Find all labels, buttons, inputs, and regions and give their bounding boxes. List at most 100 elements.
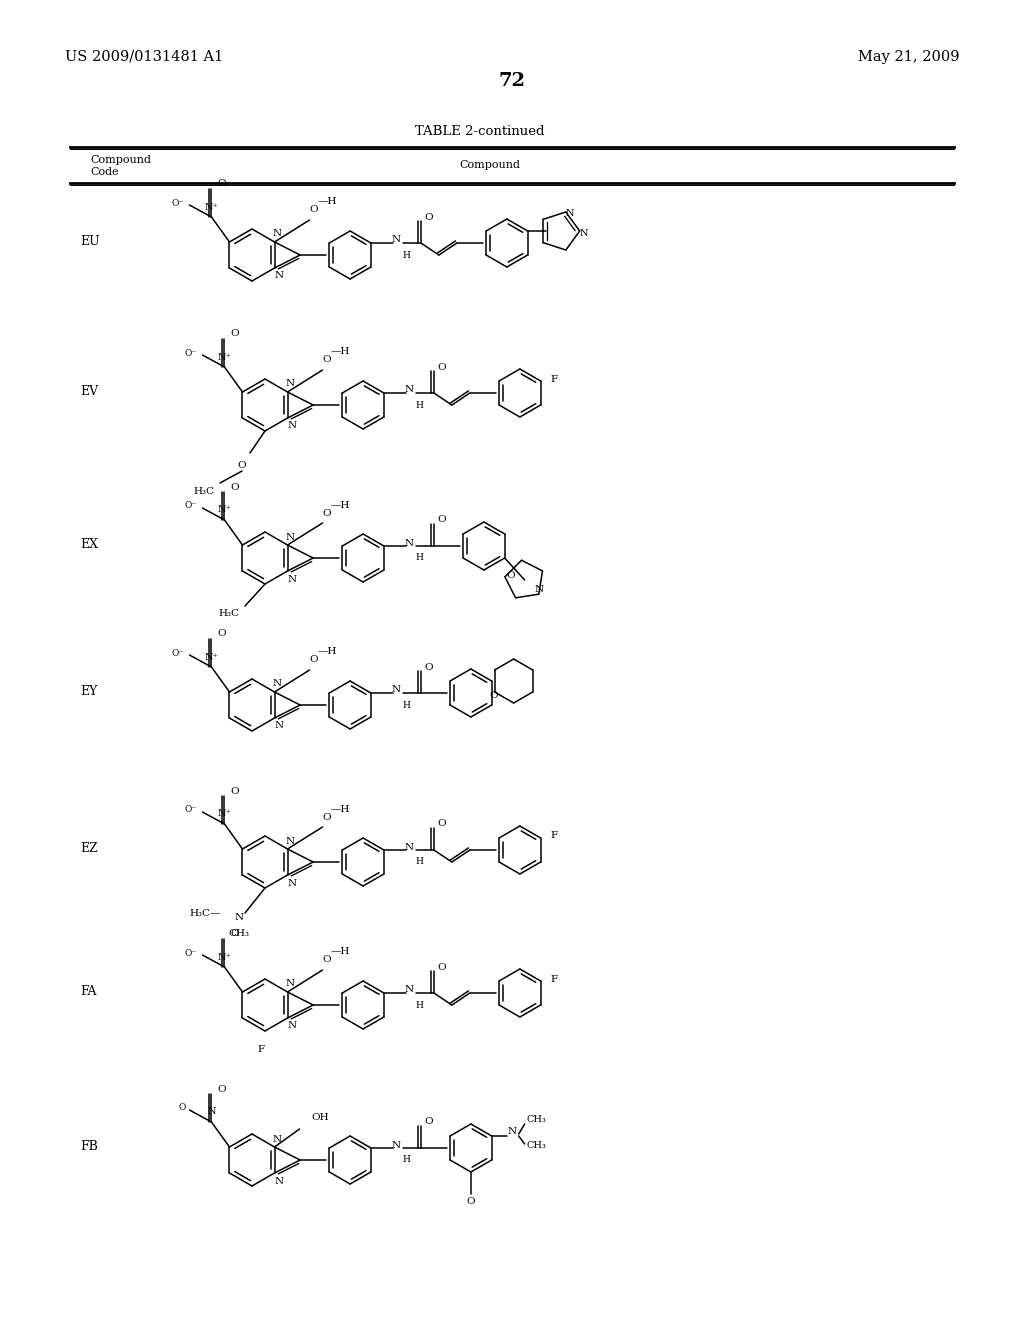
Text: O: O [425,663,433,672]
Text: O: O [437,516,446,524]
Text: N⁺: N⁺ [218,953,231,961]
Text: —H: —H [317,648,337,656]
Text: H₃C: H₃C [218,610,239,619]
Text: O: O [437,820,446,829]
Text: O: O [238,461,247,470]
Text: N: N [507,1127,516,1137]
Text: FA: FA [80,985,96,998]
Text: —H: —H [331,500,350,510]
Text: O: O [323,508,331,517]
Text: N: N [404,986,414,994]
Text: N: N [234,913,244,923]
Text: EY: EY [80,685,97,698]
Text: —H: —H [317,198,337,206]
Text: N⁺: N⁺ [218,809,231,818]
Text: EV: EV [80,385,98,399]
Text: N: N [288,574,297,583]
Text: EU: EU [80,235,99,248]
Text: EX: EX [80,539,98,550]
Text: CH₃: CH₃ [526,1115,547,1125]
Text: N: N [286,837,295,846]
Text: O: O [217,630,226,639]
Text: CH₃: CH₃ [526,1142,547,1151]
Text: Code: Code [90,168,119,177]
Text: N⁺: N⁺ [205,202,218,211]
Text: O: O [230,787,240,796]
Text: N: N [404,385,414,395]
Text: H: H [416,400,424,409]
Text: O: O [230,483,240,491]
Text: O: O [309,206,317,214]
Text: EZ: EZ [80,842,97,855]
Text: O: O [217,180,226,189]
Text: H₃C—: H₃C— [189,909,221,919]
Text: O: O [437,962,446,972]
Text: N⁺: N⁺ [205,652,218,661]
Text: —H: —H [331,347,350,356]
Text: FB: FB [80,1140,98,1152]
Text: N: N [391,685,400,694]
Text: May 21, 2009: May 21, 2009 [857,50,959,63]
Text: N: N [288,421,297,430]
Text: N: N [580,228,588,238]
Text: O: O [230,929,240,939]
Text: N: N [286,532,295,541]
Text: CH₃: CH₃ [228,929,250,939]
Text: Compound: Compound [460,160,520,170]
Text: N: N [275,722,284,730]
Text: O: O [323,355,331,364]
Text: O⁻: O⁻ [184,949,197,957]
Text: N: N [275,1176,284,1185]
Text: 72: 72 [499,73,525,90]
Text: N: N [273,680,282,689]
Text: N⁺: N⁺ [218,352,231,362]
Text: N: N [391,1140,400,1150]
Text: O: O [230,330,240,338]
Text: N: N [391,235,400,244]
Text: F: F [257,1044,264,1053]
Text: O: O [506,572,515,581]
Text: O: O [309,656,317,664]
Text: N: N [273,1134,282,1143]
Text: H: H [403,251,411,260]
Text: F: F [551,832,558,841]
Text: H₃C: H₃C [193,487,214,495]
Text: N: N [286,979,295,989]
Text: N: N [288,879,297,887]
Text: N: N [565,210,573,219]
Text: H: H [416,553,424,562]
Text: O: O [437,363,446,371]
Text: O: O [217,1085,226,1093]
Text: O⁻: O⁻ [184,805,197,814]
Text: O: O [323,813,331,821]
Text: H: H [403,701,411,710]
Text: N: N [288,1022,297,1031]
Text: Compound: Compound [90,154,151,165]
Text: O: O [178,1104,185,1113]
Text: N: N [404,842,414,851]
Text: H: H [403,1155,411,1164]
Text: N⁺: N⁺ [218,506,231,515]
Text: O⁻: O⁻ [184,348,197,358]
Text: O: O [323,956,331,965]
Text: O⁻: O⁻ [184,502,197,511]
Text: N: N [273,230,282,239]
Text: US 2009/0131481 A1: US 2009/0131481 A1 [65,50,223,63]
Text: N: N [275,272,284,281]
Text: —H: —H [331,804,350,813]
Text: —H: —H [331,948,350,957]
Text: O⁻: O⁻ [171,648,183,657]
Text: H: H [416,1001,424,1010]
Text: H: H [416,858,424,866]
Text: O: O [489,692,498,701]
Text: F: F [551,974,558,983]
Text: TABLE 2-continued: TABLE 2-continued [416,125,545,139]
Text: O: O [467,1197,475,1206]
Text: O: O [425,213,433,222]
Text: OH: OH [311,1113,329,1122]
Text: N: N [207,1107,216,1117]
Text: N: N [404,539,414,548]
Text: N: N [535,586,543,594]
Text: O: O [425,1118,433,1126]
Text: F: F [551,375,558,384]
